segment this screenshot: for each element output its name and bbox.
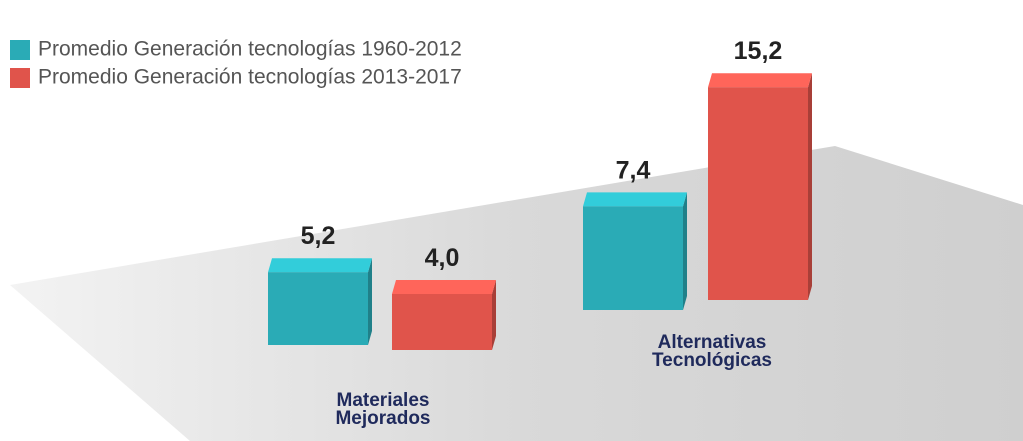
category-label: Alternativas Tecnológicas (651, 332, 772, 371)
category-label: Materiales Mejorados (335, 390, 431, 429)
bar (268, 272, 368, 345)
bar-side (683, 192, 687, 310)
legend-swatch (10, 40, 30, 60)
bar-top (708, 73, 812, 88)
legend-label: Promedio Generación tecnologías 1960-201… (38, 38, 462, 61)
bar-top (392, 280, 496, 294)
bar (583, 206, 683, 310)
data-label: 5,2 (301, 222, 336, 250)
bar-top (268, 258, 372, 273)
bar-side (492, 280, 496, 350)
data-label: 7,4 (616, 156, 651, 184)
floor (10, 146, 1023, 441)
bar-top (583, 192, 687, 207)
data-label: 4,0 (425, 244, 460, 272)
legend-label: Promedio Generación tecnologías 2013-201… (38, 66, 462, 89)
bar (708, 87, 808, 300)
legend-swatch (10, 68, 30, 88)
bar-side (808, 73, 812, 300)
data-label: 15,2 (734, 37, 783, 65)
bar (392, 294, 492, 350)
bar-side (368, 258, 372, 345)
